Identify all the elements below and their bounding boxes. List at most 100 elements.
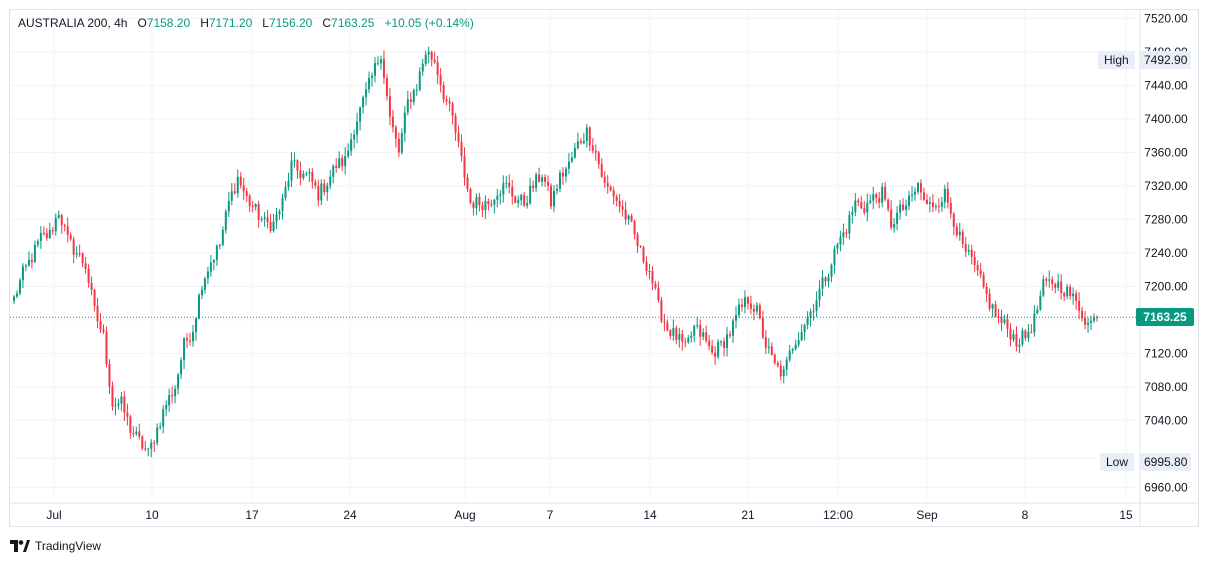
- x-tick-label: 17: [245, 508, 259, 522]
- candle-body: [788, 350, 791, 360]
- y-tick-label: 7200.00: [1144, 279, 1188, 293]
- candle-body: [878, 198, 881, 203]
- candle-body: [585, 127, 588, 142]
- candle-body: [269, 221, 272, 231]
- candle-body: [400, 133, 403, 153]
- candle-body: [314, 182, 317, 186]
- candle-body: [165, 405, 168, 410]
- candle-body: [478, 196, 481, 205]
- candle-body: [460, 141, 463, 157]
- candle-body: [105, 331, 108, 364]
- chart-frame: [9, 9, 1199, 527]
- candle-body: [141, 436, 144, 449]
- candle-body: [508, 182, 511, 188]
- candle-body: [955, 226, 958, 236]
- candle-body: [696, 325, 699, 327]
- candle-body: [866, 202, 869, 213]
- candle-body: [406, 99, 409, 113]
- candle-body: [642, 247, 645, 262]
- candle-body: [135, 431, 138, 434]
- candle-body: [749, 303, 752, 309]
- candle-body: [937, 206, 940, 208]
- timeframe: 4h: [114, 16, 128, 30]
- candle-body: [209, 262, 212, 272]
- candle-body: [863, 208, 866, 213]
- candle-body: [839, 236, 842, 245]
- candle-body: [776, 363, 779, 366]
- candle-body: [740, 304, 743, 307]
- candle-body: [558, 172, 561, 189]
- candle-body: [567, 161, 570, 169]
- candle-body: [636, 234, 639, 247]
- candle-body: [353, 134, 356, 140]
- candle-body: [591, 145, 594, 151]
- candle-body: [424, 54, 427, 64]
- candle-body: [171, 395, 174, 397]
- candle-body: [499, 194, 502, 196]
- candle-body: [388, 96, 391, 117]
- candle-body: [418, 71, 421, 90]
- candle-body: [1018, 344, 1021, 347]
- candle-body: [45, 233, 48, 239]
- low-marker-value: 6995.80: [1140, 453, 1192, 471]
- candle-body: [576, 141, 579, 149]
- candle-body: [1039, 295, 1042, 310]
- candle-body: [597, 152, 600, 165]
- candle-body: [752, 308, 755, 312]
- candle-body: [603, 176, 606, 183]
- candle-body: [669, 330, 672, 337]
- candle-body: [905, 205, 908, 210]
- candle-body: [197, 295, 200, 319]
- candle-body: [958, 231, 961, 236]
- candle-body: [1012, 334, 1015, 340]
- x-tick-label: 10: [145, 508, 159, 522]
- candle-body: [818, 288, 821, 301]
- candle-body: [657, 288, 660, 301]
- candle-body: [800, 332, 803, 341]
- candle-body: [851, 211, 854, 215]
- candle-body: [827, 276, 830, 282]
- candle-body: [872, 194, 875, 201]
- legend-low: 7156.20: [268, 16, 313, 30]
- candle-body: [254, 204, 257, 208]
- y-tick-label: 7280.00: [1144, 212, 1188, 226]
- candle-body: [66, 226, 69, 235]
- y-tick-label: 7400.00: [1144, 112, 1188, 126]
- candle-body: [1048, 279, 1051, 281]
- candle-body: [1063, 293, 1066, 297]
- legend-change: +10.05 (+0.14%): [384, 16, 474, 30]
- candle-body: [594, 150, 597, 153]
- candle-body: [317, 185, 320, 201]
- x-tick-label: 15: [1119, 508, 1133, 522]
- candle-body: [42, 232, 45, 234]
- candle-body: [63, 225, 66, 227]
- candle-body: [881, 186, 884, 203]
- candle-body: [723, 341, 726, 349]
- candle-body: [758, 305, 761, 319]
- candle-body: [233, 191, 236, 194]
- candle-body: [24, 265, 27, 267]
- candle-body: [720, 341, 723, 343]
- candle-body: [1093, 317, 1096, 321]
- candle-body: [30, 260, 33, 263]
- candle-body: [174, 388, 177, 397]
- candle-body: [96, 305, 99, 322]
- branding[interactable]: TradingView: [10, 539, 101, 553]
- high-marker-label: High: [1098, 51, 1135, 69]
- candle-body: [1081, 310, 1084, 319]
- candle-body: [156, 427, 159, 444]
- candle-body: [257, 204, 260, 220]
- candle-body: [690, 335, 693, 338]
- y-tick-label: 7120.00: [1144, 346, 1188, 360]
- candle-body: [266, 217, 269, 222]
- candle-body: [1054, 284, 1057, 288]
- y-tick-label: 7440.00: [1144, 78, 1188, 92]
- candle-body: [830, 265, 833, 277]
- y-tick-label: 7520.00: [1144, 11, 1188, 25]
- candle-body: [72, 239, 75, 255]
- candle-body: [976, 264, 979, 271]
- candle-body: [1075, 293, 1078, 301]
- candle-body: [153, 442, 156, 444]
- candle-body: [412, 89, 415, 103]
